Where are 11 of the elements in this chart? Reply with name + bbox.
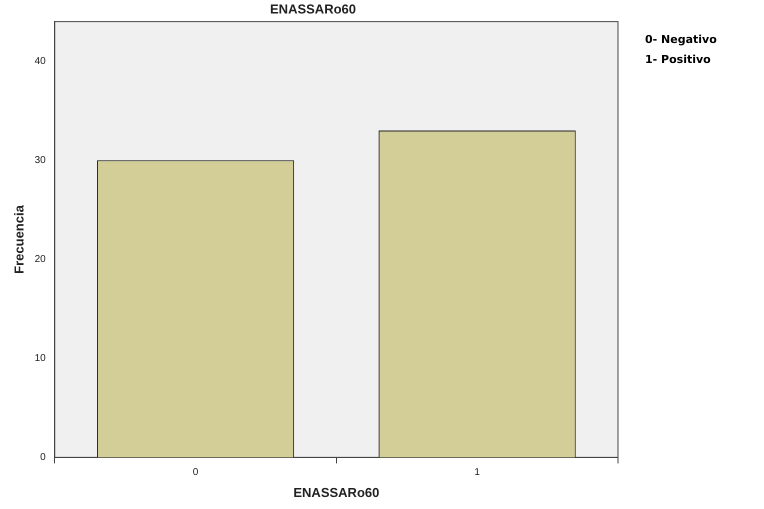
x-axis-title: ENASSARo60	[293, 484, 380, 500]
y-tick-label: 10	[34, 353, 46, 364]
y-axis-title: Frecuencia	[11, 204, 26, 274]
chart-title: ENASSARo60	[270, 1, 356, 16]
text: 0- Negativo	[645, 32, 717, 48]
y-tick-label: 0	[40, 452, 46, 464]
x-tick-label: 1	[474, 467, 480, 478]
y-tick-label: 20	[34, 254, 46, 266]
y-tick-label: 40	[34, 56, 46, 67]
y-tick-label: 30	[34, 155, 46, 166]
text: 1- Positivo	[645, 52, 712, 68]
